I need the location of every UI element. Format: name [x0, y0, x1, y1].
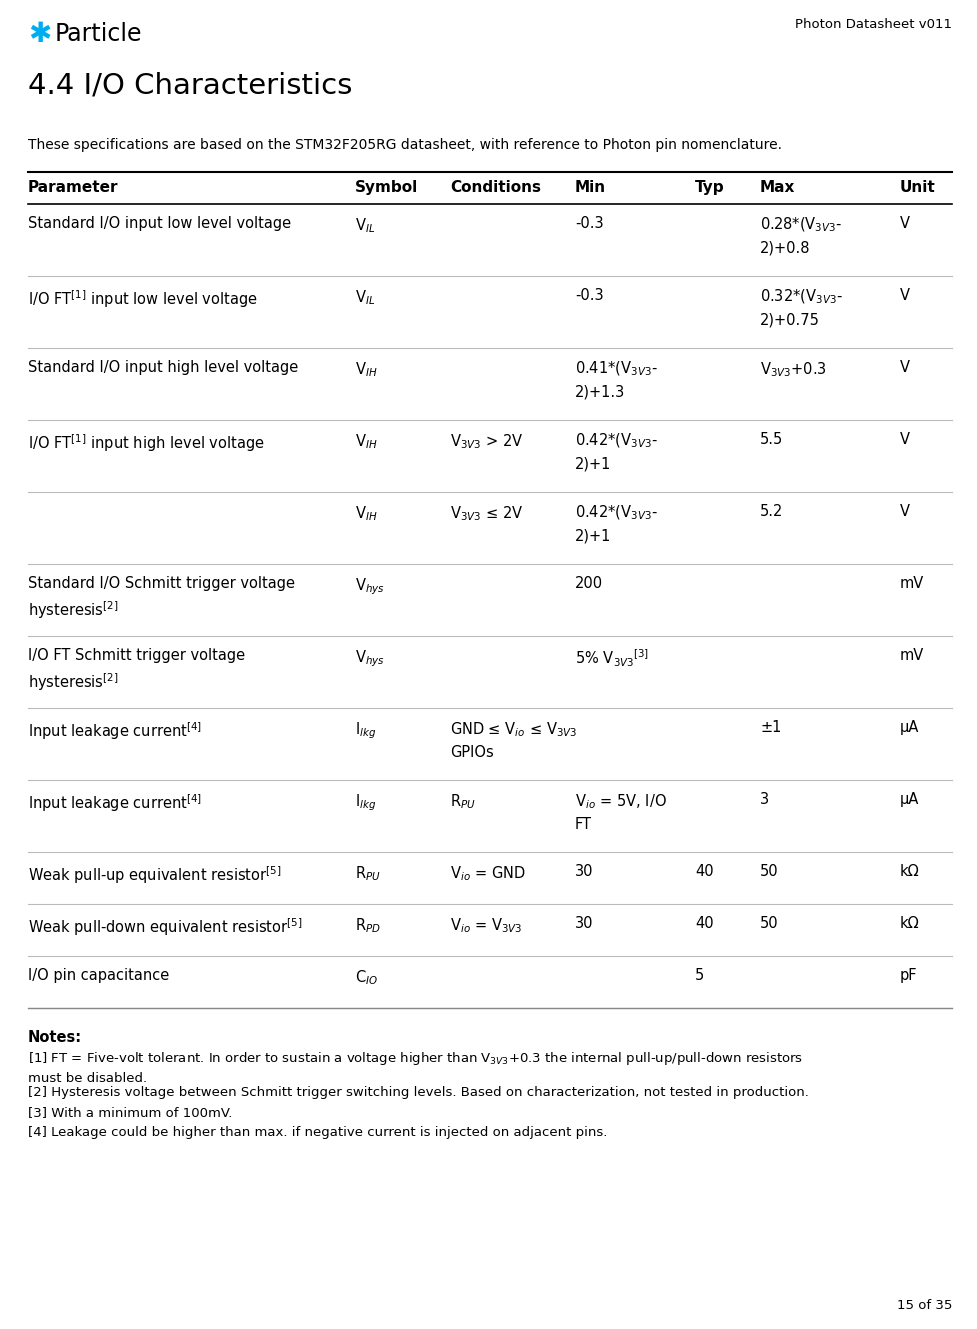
Text: 4.4 I/O Characteristics: 4.4 I/O Characteristics — [28, 72, 352, 100]
Text: 0.42*(V$_{3V3}$-
2)+1: 0.42*(V$_{3V3}$- 2)+1 — [574, 432, 657, 472]
Text: Max: Max — [759, 179, 794, 195]
Text: Photon Datasheet v011: Photon Datasheet v011 — [794, 19, 951, 31]
Text: V$_{IL}$: V$_{IL}$ — [355, 217, 375, 235]
Text: -0.3: -0.3 — [574, 217, 603, 231]
Text: V$_{3V3}$+0.3: V$_{3V3}$+0.3 — [759, 360, 826, 379]
Text: 5.5: 5.5 — [759, 432, 783, 447]
Text: Weak pull-up equivalent resistor$^{[5]}$: Weak pull-up equivalent resistor$^{[5]}$ — [28, 864, 281, 885]
Text: kΩ: kΩ — [899, 864, 918, 878]
Text: I$_{lkg}$: I$_{lkg}$ — [355, 792, 376, 812]
Text: Typ: Typ — [695, 179, 724, 195]
Text: [1] FT = Five-volt tolerant. In order to sustain a voltage higher than V$_{3V3}$: [1] FT = Five-volt tolerant. In order to… — [28, 1050, 802, 1084]
Text: 0.41*(V$_{3V3}$-
2)+1.3: 0.41*(V$_{3V3}$- 2)+1.3 — [574, 360, 657, 400]
Text: Input leakage current$^{[4]}$: Input leakage current$^{[4]}$ — [28, 720, 202, 742]
Text: V$_{IL}$: V$_{IL}$ — [355, 288, 375, 307]
Text: Notes:: Notes: — [28, 1030, 82, 1045]
Text: V$_{io}$ = GND: V$_{io}$ = GND — [449, 864, 525, 882]
Text: V: V — [899, 360, 909, 375]
Text: µA: µA — [899, 792, 918, 807]
Text: ✱: ✱ — [28, 20, 51, 48]
Text: [2] Hysteresis voltage between Schmitt trigger switching levels. Based on charac: [2] Hysteresis voltage between Schmitt t… — [28, 1086, 808, 1099]
Text: I/O FT Schmitt trigger voltage
hysteresis$^{[2]}$: I/O FT Schmitt trigger voltage hysteresi… — [28, 649, 245, 692]
Text: [4] Leakage could be higher than max. if negative current is injected on adjacen: [4] Leakage could be higher than max. if… — [28, 1126, 607, 1139]
Text: pF: pF — [899, 968, 916, 983]
Text: I/O FT$^{[1]}$ input low level voltage: I/O FT$^{[1]}$ input low level voltage — [28, 288, 258, 310]
Text: Min: Min — [574, 179, 606, 195]
Text: 0.32*(V$_{3V3}$-
2)+0.75: 0.32*(V$_{3V3}$- 2)+0.75 — [759, 288, 842, 327]
Text: V: V — [899, 288, 909, 303]
Text: 40: 40 — [695, 916, 713, 932]
Text: 200: 200 — [574, 575, 603, 591]
Text: I$_{lkg}$: I$_{lkg}$ — [355, 720, 376, 740]
Text: kΩ: kΩ — [899, 916, 918, 932]
Text: Input leakage current$^{[4]}$: Input leakage current$^{[4]}$ — [28, 792, 202, 813]
Text: Unit: Unit — [899, 179, 935, 195]
Text: Standard I/O Schmitt trigger voltage
hysteresis$^{[2]}$: Standard I/O Schmitt trigger voltage hys… — [28, 575, 295, 621]
Text: mV: mV — [899, 649, 923, 663]
Text: µA: µA — [899, 720, 918, 735]
Text: 5: 5 — [695, 968, 703, 983]
Text: Weak pull-down equivalent resistor$^{[5]}$: Weak pull-down equivalent resistor$^{[5]… — [28, 916, 302, 938]
Text: V: V — [899, 504, 909, 520]
Text: I/O FT$^{[1]}$ input high level voltage: I/O FT$^{[1]}$ input high level voltage — [28, 432, 265, 453]
Text: mV: mV — [899, 575, 923, 591]
Text: -0.3: -0.3 — [574, 288, 603, 303]
Text: 5.2: 5.2 — [759, 504, 783, 520]
Text: R$_{PD}$: R$_{PD}$ — [355, 916, 380, 934]
Text: 30: 30 — [574, 864, 593, 878]
Text: Particle: Particle — [55, 23, 143, 47]
Text: 30: 30 — [574, 916, 593, 932]
Text: V$_{IH}$: V$_{IH}$ — [355, 504, 377, 522]
Text: 0.42*(V$_{3V3}$-
2)+1: 0.42*(V$_{3V3}$- 2)+1 — [574, 504, 657, 544]
Text: Symbol: Symbol — [355, 179, 418, 195]
Text: 40: 40 — [695, 864, 713, 878]
Text: These specifications are based on the STM32F205RG datasheet, with reference to P: These specifications are based on the ST… — [28, 138, 782, 152]
Text: V$_{hys}$: V$_{hys}$ — [355, 575, 384, 597]
Text: V: V — [899, 432, 909, 447]
Text: V$_{IH}$: V$_{IH}$ — [355, 432, 377, 451]
Text: Parameter: Parameter — [28, 179, 118, 195]
Text: Standard I/O input low level voltage: Standard I/O input low level voltage — [28, 217, 291, 231]
Text: 0.28*(V$_{3V3}$-
2)+0.8: 0.28*(V$_{3V3}$- 2)+0.8 — [759, 217, 841, 255]
Text: [3] With a minimum of 100mV.: [3] With a minimum of 100mV. — [28, 1106, 233, 1119]
Text: V$_{IH}$: V$_{IH}$ — [355, 360, 377, 379]
Text: R$_{PU}$: R$_{PU}$ — [449, 792, 476, 811]
Text: V$_{3V3}$ ≤ 2V: V$_{3V3}$ ≤ 2V — [449, 504, 523, 522]
Text: V: V — [899, 217, 909, 231]
Text: GND ≤ V$_{io}$ ≤ V$_{3V3}$
GPIOs: GND ≤ V$_{io}$ ≤ V$_{3V3}$ GPIOs — [449, 720, 576, 760]
Text: V$_{io}$ = V$_{3V3}$: V$_{io}$ = V$_{3V3}$ — [449, 916, 522, 934]
Text: Standard I/O input high level voltage: Standard I/O input high level voltage — [28, 360, 298, 375]
Text: 50: 50 — [759, 864, 778, 878]
Text: V$_{hys}$: V$_{hys}$ — [355, 649, 384, 668]
Text: ±1: ±1 — [759, 720, 781, 735]
Text: I/O pin capacitance: I/O pin capacitance — [28, 968, 169, 983]
Text: 3: 3 — [759, 792, 768, 807]
Text: V$_{3V3}$ > 2V: V$_{3V3}$ > 2V — [449, 432, 523, 451]
Text: R$_{PU}$: R$_{PU}$ — [355, 864, 380, 882]
Text: Conditions: Conditions — [449, 179, 540, 195]
Text: C$_{IO}$: C$_{IO}$ — [355, 968, 378, 986]
Text: 15 of 35: 15 of 35 — [896, 1298, 951, 1312]
Text: 5% V$_{3V3}$$^{[3]}$: 5% V$_{3V3}$$^{[3]}$ — [574, 649, 649, 670]
Text: 50: 50 — [759, 916, 778, 932]
Text: V$_{io}$ = 5V, I/O
FT: V$_{io}$ = 5V, I/O FT — [574, 792, 666, 832]
